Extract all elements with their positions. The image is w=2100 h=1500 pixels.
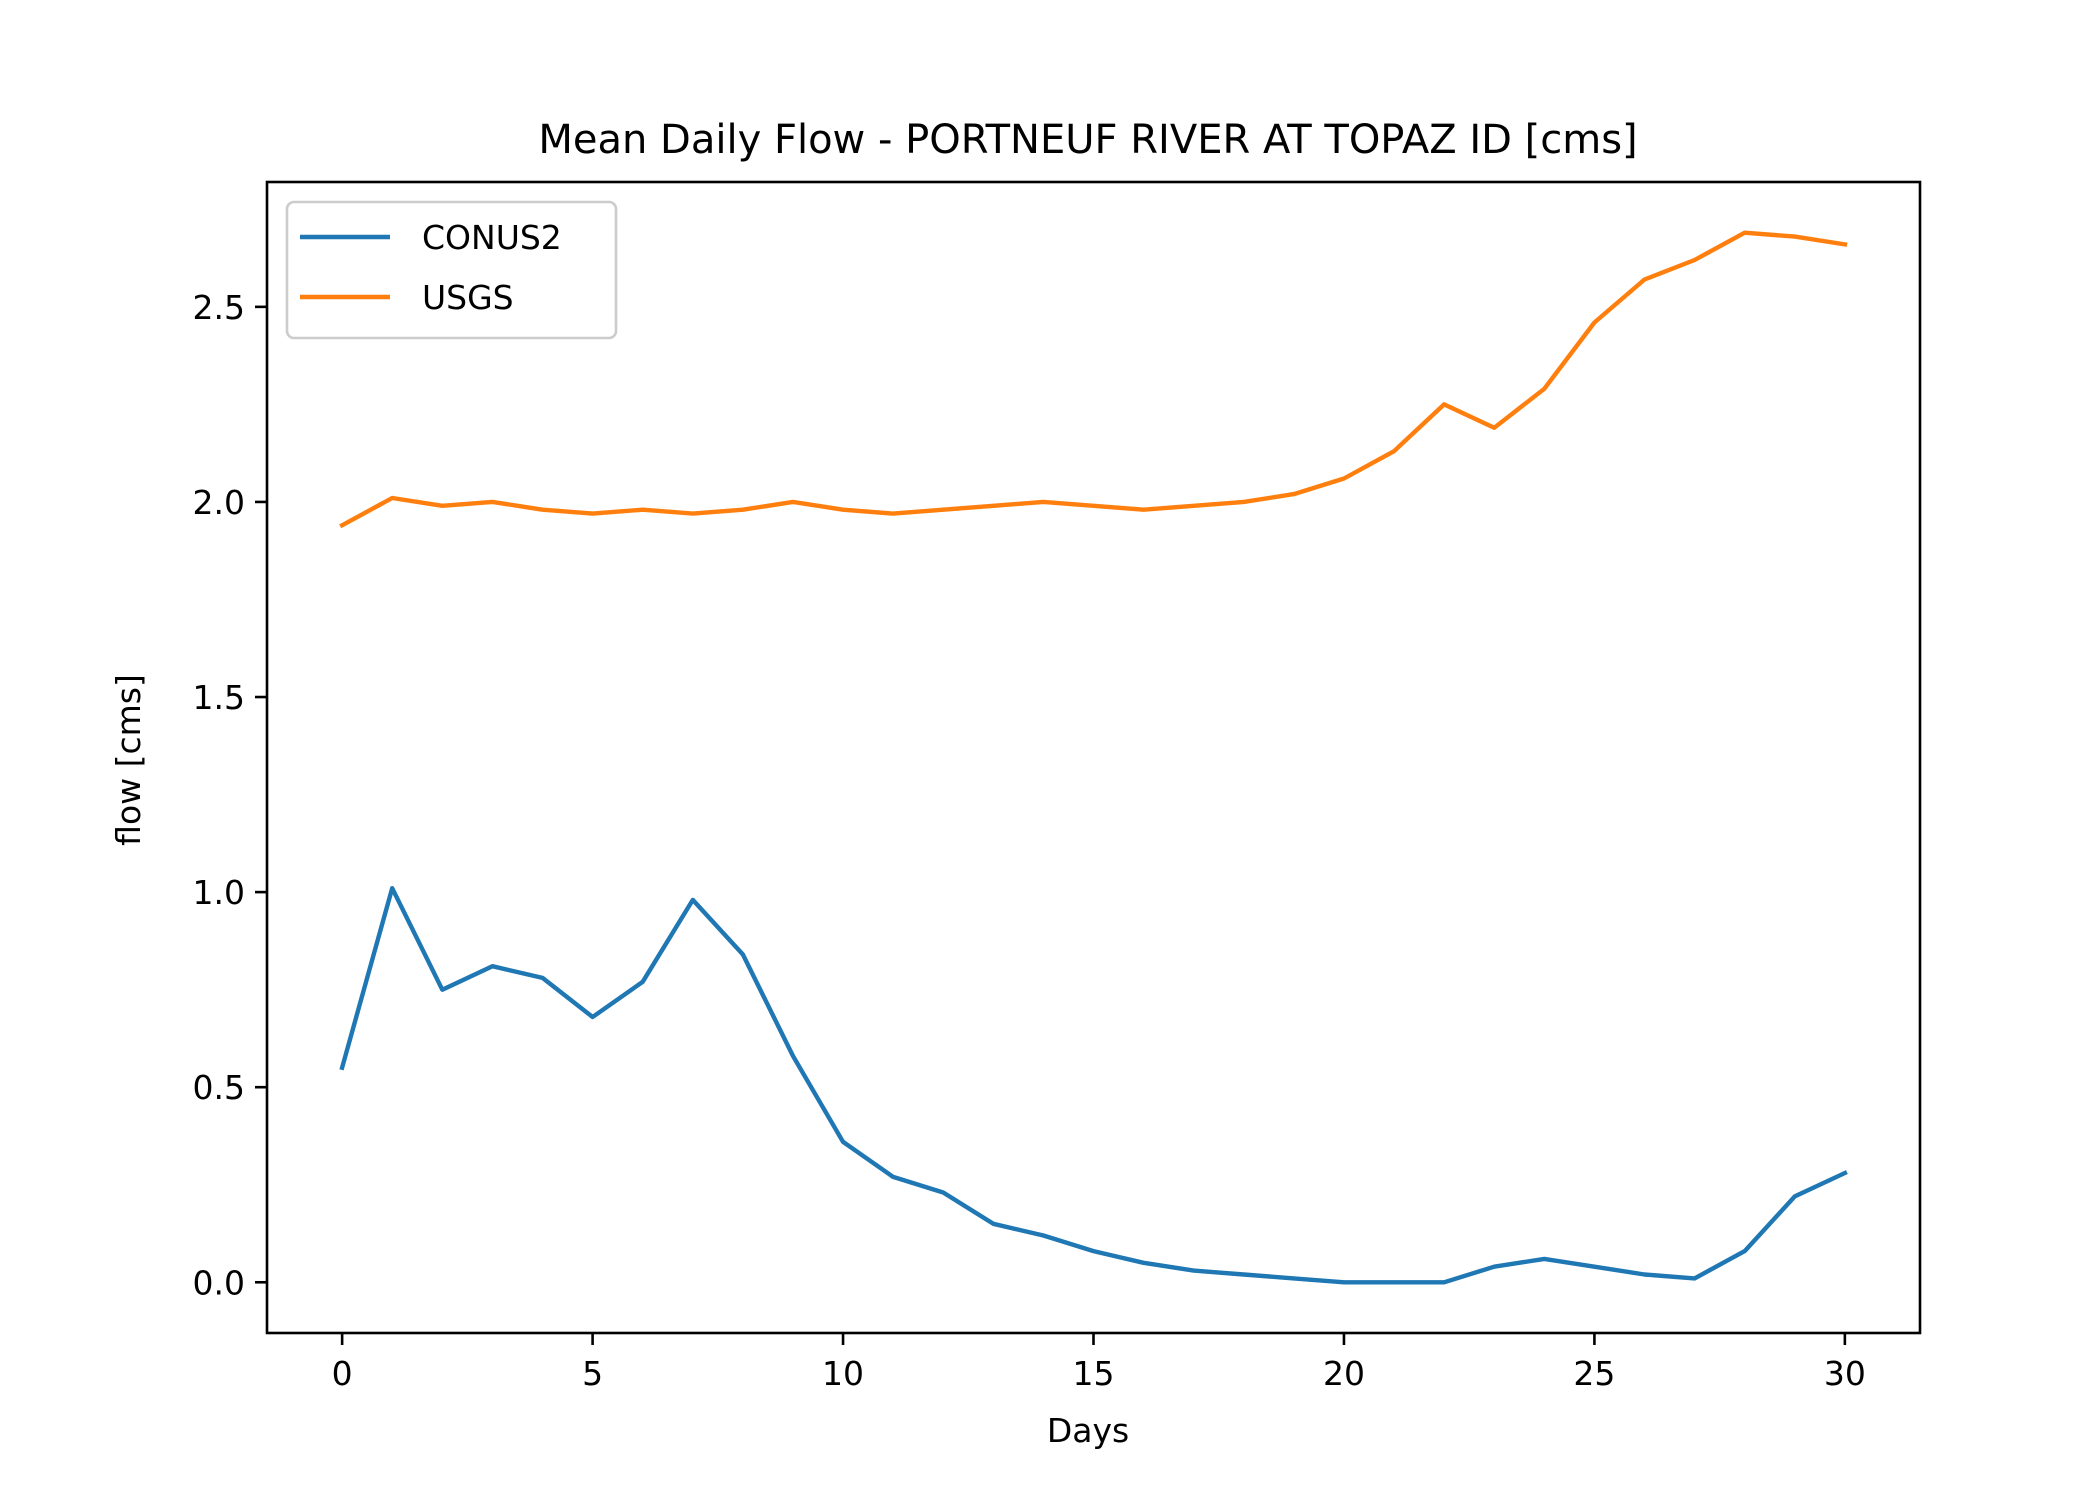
- x-tick-label: 10: [822, 1354, 864, 1393]
- series-line-conus2: [339, 886, 1848, 1285]
- y-tick-label: 2.0: [193, 483, 245, 522]
- y-tick-label: 1.5: [193, 678, 245, 717]
- x-tick-label: 20: [1323, 1354, 1365, 1393]
- x-tick-label: 15: [1073, 1354, 1115, 1393]
- y-tick-label: 1.0: [193, 873, 245, 912]
- x-axis-label: Days: [1047, 1411, 1129, 1450]
- x-axis: 0 5 10 15 20 25 30: [332, 1333, 1866, 1393]
- y-tick-label: 0.0: [193, 1263, 245, 1302]
- y-tick-label: 2.5: [193, 288, 245, 327]
- x-tick-label: 25: [1573, 1354, 1615, 1393]
- legend-label-usgs: USGS: [422, 278, 514, 317]
- legend-label-conus2: CONUS2: [422, 218, 562, 257]
- y-axis-label: flow [cms]: [109, 674, 148, 846]
- x-tick-label: 30: [1824, 1354, 1866, 1393]
- x-tick-label: 5: [582, 1354, 603, 1393]
- chart-title: Mean Daily Flow - PORTNEUF RIVER AT TOPA…: [538, 117, 1637, 163]
- x-tick-label: 0: [332, 1354, 353, 1393]
- y-tick-label: 0.5: [193, 1068, 245, 1107]
- y-axis: 0.0 0.5 1.0 1.5 2.0 2.5: [193, 288, 267, 1302]
- series-layer: [339, 230, 1848, 1285]
- legend: CONUS2 USGS: [285, 200, 618, 340]
- series-line-usgs: [339, 230, 1848, 529]
